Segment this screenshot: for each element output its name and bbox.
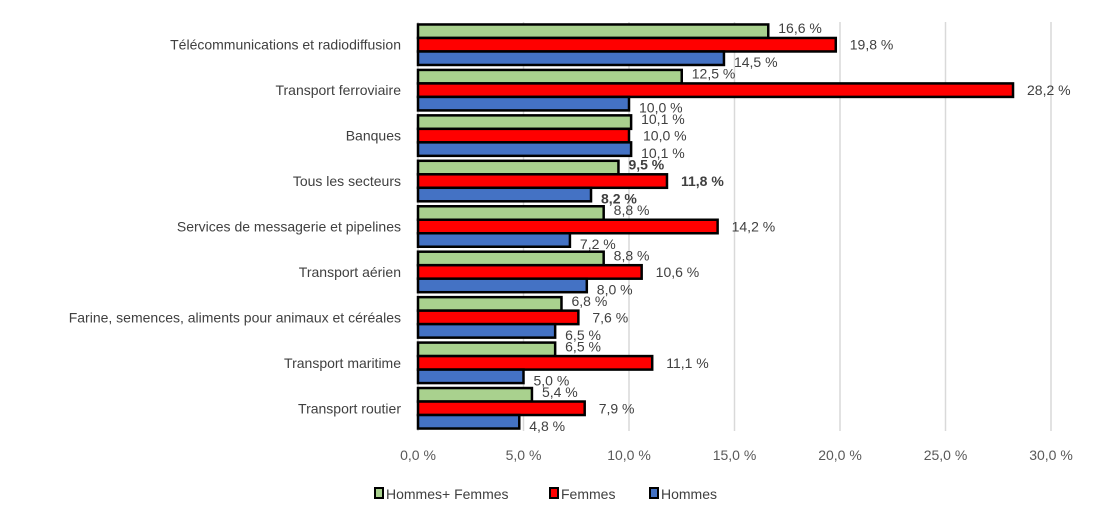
bar-femmes — [416, 309, 580, 326]
x-tick-label: 20,0 % — [818, 447, 862, 463]
data-label: 8,8 % — [614, 247, 650, 263]
bar-hommes — [416, 277, 589, 294]
bar-hommes — [416, 50, 726, 67]
data-label: 5,4 % — [542, 384, 578, 400]
x-tick-label: 10,0 % — [607, 447, 651, 463]
bar-hommes — [416, 95, 631, 112]
data-label: 4,8 % — [529, 418, 565, 434]
bar-total — [416, 23, 770, 40]
bar-femmes — [416, 36, 838, 53]
bar-total — [416, 341, 557, 358]
x-tick-label: 0,0 % — [400, 447, 436, 463]
category-label: Services de messagerie et pipelines — [177, 219, 401, 235]
data-label: 14,2 % — [732, 219, 776, 235]
bar-hommes — [416, 232, 572, 248]
bar-hommes — [416, 186, 593, 203]
data-label: 12,5 % — [692, 66, 736, 82]
data-label: 10,1 % — [641, 111, 685, 127]
legend-swatch — [649, 487, 659, 499]
bar-total — [416, 68, 683, 85]
bar-hommes — [416, 413, 521, 430]
bar-total — [416, 386, 534, 403]
bar-hommes — [416, 322, 557, 339]
x-tick-label: 15,0 % — [713, 447, 757, 463]
bar-total — [416, 205, 605, 221]
x-tick-label: 30,0 % — [1029, 447, 1073, 463]
bar-femmes — [416, 173, 669, 190]
category-label: Farine, semences, aliments pour animaux … — [69, 309, 401, 325]
data-label: 6,8 % — [571, 293, 607, 309]
data-label: 7,9 % — [599, 400, 635, 416]
data-label: 6,5 % — [565, 338, 601, 354]
bar-total — [416, 295, 563, 312]
legend-label: Hommes+ Femmes — [386, 486, 509, 502]
bar-total — [416, 159, 620, 176]
data-label: 8,2 % — [601, 191, 637, 207]
data-label: 14,5 % — [734, 54, 778, 70]
bar-femmes — [416, 354, 654, 371]
data-label: 11,8 % — [681, 173, 724, 189]
data-label: 19,8 % — [850, 37, 894, 53]
category-label: Transport ferroviaire — [275, 82, 401, 98]
data-label: 5,0 % — [534, 372, 570, 388]
category-label: Banques — [346, 128, 401, 144]
data-label: 10,0 % — [643, 128, 687, 144]
category-label: Transport maritime — [284, 355, 401, 371]
data-label: 10,0 % — [639, 100, 683, 116]
bar-hommes — [416, 141, 633, 158]
legend-label: Hommes — [661, 486, 717, 502]
bar-femmes — [416, 218, 719, 235]
bar-femmes — [416, 263, 643, 280]
data-label: 7,6 % — [592, 309, 628, 325]
x-tick-label: 25,0 % — [924, 447, 968, 463]
data-label: 6,5 % — [565, 327, 601, 343]
data-label: 7,2 % — [580, 236, 616, 252]
bar-femmes — [416, 82, 1015, 99]
data-label: 10,1 % — [641, 145, 685, 161]
data-label: 10,6 % — [656, 264, 700, 280]
bar-total — [416, 250, 605, 267]
data-label: 8,0 % — [597, 281, 633, 297]
category-label: Tous les secteurs — [293, 173, 401, 189]
legend-label: Femmes — [561, 486, 615, 502]
data-label: 8,8 % — [614, 202, 650, 218]
x-tick-label: 5,0 % — [506, 447, 542, 463]
data-label: 28,2 % — [1027, 82, 1071, 98]
category-label: Télécommunications et radiodiffusion — [170, 37, 401, 53]
bar-total — [416, 114, 633, 131]
data-label: 9,5 % — [628, 157, 664, 173]
category-label: Transport routier — [298, 400, 401, 416]
bar-hommes — [416, 368, 525, 385]
category-label: Transport aérien — [299, 264, 401, 280]
bar-femmes — [416, 400, 586, 417]
legend-swatch — [549, 487, 559, 499]
legend-swatch — [374, 487, 384, 499]
bar-femmes — [416, 127, 631, 144]
data-label: 11,1 % — [666, 355, 709, 371]
data-label: 16,6 % — [778, 20, 822, 36]
